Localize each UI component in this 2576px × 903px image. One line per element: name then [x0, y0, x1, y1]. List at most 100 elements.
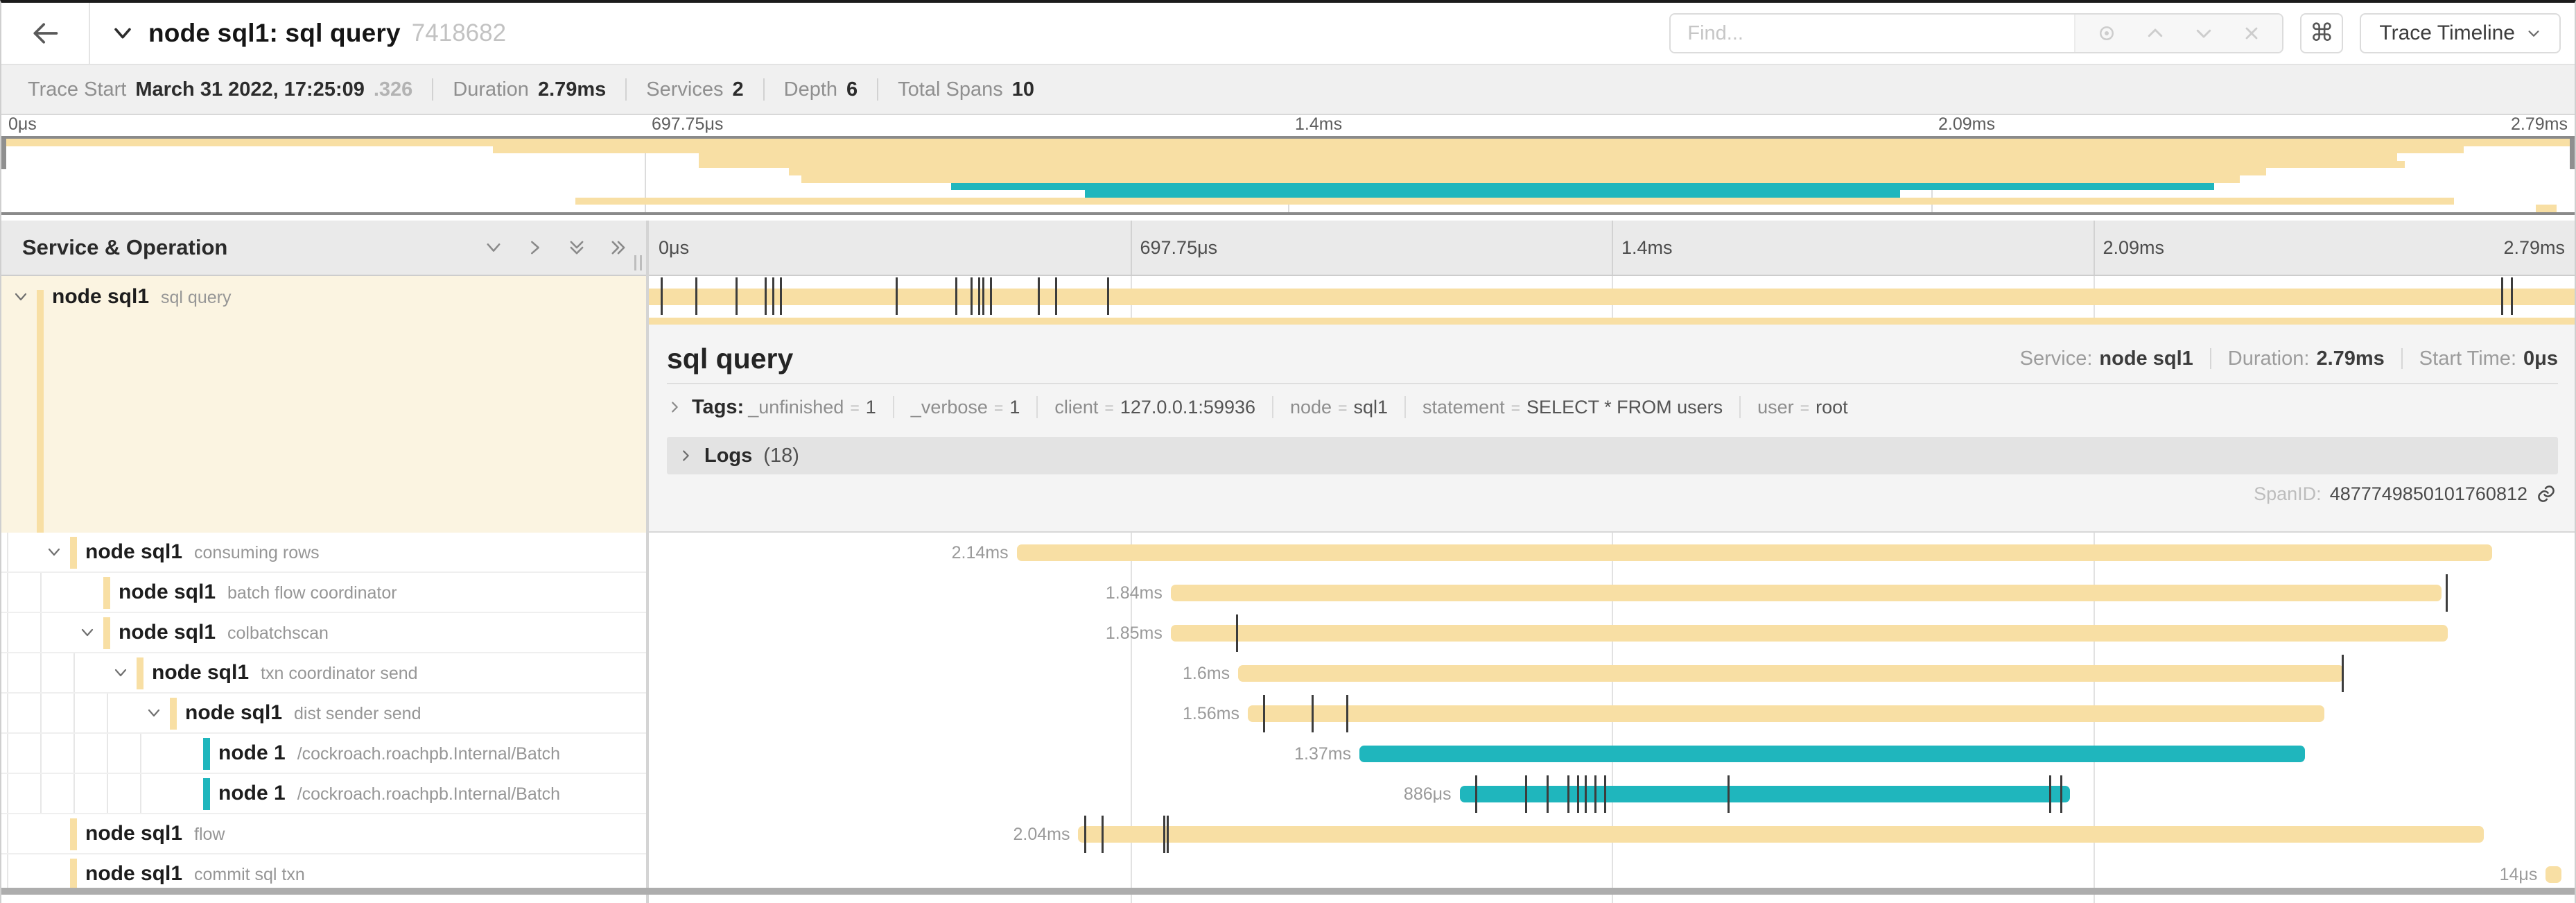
span-bar[interactable]: [1459, 786, 2071, 802]
bottom-scroll-band[interactable]: [1, 888, 2575, 895]
span-bar[interactable]: [1170, 585, 2442, 601]
tree-row-chevron-icon[interactable]: [112, 664, 129, 681]
span-bar[interactable]: [1078, 826, 2484, 843]
log-tick: [1236, 614, 1239, 652]
minimap-row: [1, 205, 2575, 212]
trace-view-selector-button[interactable]: Trace Timeline: [2360, 13, 2561, 53]
minimap-span-bar: [1084, 190, 1901, 198]
logs-count: (18): [763, 444, 799, 467]
timeline-row-0[interactable]: [649, 276, 2575, 318]
viewport-left-handle[interactable]: [1, 139, 6, 169]
log-tick: [895, 277, 898, 315]
match-scope-icon[interactable]: [2096, 23, 2117, 44]
minimap-canvas[interactable]: [1, 136, 2575, 215]
tag[interactable]: _verbose = 1: [911, 397, 1020, 418]
span-tags-row[interactable]: Tags: _unfinished = 1 _verbose = 1 client = 127.…: [667, 384, 2558, 430]
find-input[interactable]: [1671, 15, 2075, 52]
tag[interactable]: statement = SELECT * FROM users: [1422, 397, 1723, 418]
minimap-span-bar: [492, 146, 2464, 154]
tag[interactable]: user = root: [1757, 397, 1848, 418]
tree-row-8[interactable]: node sql1 flow: [1, 814, 646, 854]
tag[interactable]: client = 127.0.0.1:59936: [1054, 397, 1255, 418]
tree-row-1[interactable]: node sql1 consuming rows: [1, 533, 646, 573]
back-button[interactable]: [1, 3, 90, 64]
span-bar[interactable]: [649, 289, 2575, 305]
timeline-row-7[interactable]: 886μs: [649, 774, 2575, 814]
log-tick: [2501, 277, 2504, 315]
timeline-row-9[interactable]: 14μs: [649, 854, 2575, 895]
span-logs-row[interactable]: Logs (18): [667, 437, 2558, 474]
timeline-row-8[interactable]: 2.04ms: [649, 814, 2575, 854]
tree-row-text: node sql1 batch flow coordinator: [119, 580, 397, 604]
expand-one-icon[interactable]: [525, 238, 545, 257]
tree-row-text: node sql1 txn coordinator send: [152, 661, 418, 685]
log-tick: [695, 277, 697, 315]
tree-row-chevron-icon[interactable]: [146, 705, 162, 721]
log-tick: [2511, 277, 2514, 315]
logs-expand-chevron-icon: [683, 450, 689, 461]
tree-row-5[interactable]: node sql1 dist sender send: [1, 694, 646, 734]
keyboard-shortcuts-button[interactable]: ⌘: [2300, 13, 2344, 53]
span-bar[interactable]: [1238, 665, 2344, 682]
tree-row-7[interactable]: node 1/cockroach.roachpb.Internal/Batch: [1, 774, 646, 814]
tree-row-2[interactable]: node sql1 batch flow coordinator: [1, 573, 646, 613]
timeline-row-4[interactable]: 1.6ms: [649, 653, 2575, 694]
span-duration-label: 886μs: [1403, 784, 1452, 804]
tree-indent-guide: [140, 774, 141, 813]
log-tick: [2445, 574, 2448, 612]
tree-row-3[interactable]: node sql1 colbatchscan: [1, 613, 646, 653]
tree-row-6[interactable]: node 1/cockroach.roachpb.Internal/Batch: [1, 734, 646, 774]
tree-row-text: node sql1 sql query: [52, 285, 231, 309]
log-tick: [970, 277, 973, 315]
tag[interactable]: _unfinished = 1: [748, 397, 876, 418]
span-bar[interactable]: [1016, 544, 2492, 561]
timeline-axis-label: 697.75μs: [1140, 237, 1218, 258]
span-duration-label: 14μs: [2499, 865, 2538, 884]
tree-row-chevron-icon[interactable]: [46, 544, 62, 560]
collapse-one-icon[interactable]: [484, 238, 503, 257]
log-tick: [1101, 816, 1104, 853]
tag-key: _verbose: [910, 396, 988, 418]
minimap-span-bar: [950, 182, 2215, 191]
prev-match-icon[interactable]: [2145, 23, 2166, 44]
next-match-icon[interactable]: [2193, 23, 2214, 44]
timeline-row-2[interactable]: 1.84ms: [649, 573, 2575, 613]
panel-resize-grip[interactable]: [634, 255, 642, 270]
timeline-row-5[interactable]: 1.56ms: [649, 694, 2575, 734]
tree-row-0[interactable]: node sql1 sql query: [1, 276, 646, 318]
span-bar[interactable]: [2545, 866, 2561, 883]
span-duration-label: 2.04ms: [1013, 825, 1070, 844]
tree-row-chevron-icon[interactable]: [79, 624, 96, 641]
span-detail-title-row: sql query Service: node sql1 Duration: 2.79…: [667, 334, 2558, 384]
minimap-span-bar: [575, 197, 2454, 205]
summary-item-value: 2: [732, 78, 744, 101]
span-bar[interactable]: [1247, 705, 2324, 722]
tree-row-operation: /cockroach.roachpb.Internal/Batch: [297, 744, 561, 764]
detail-meta-value: node sql1: [2099, 347, 2193, 370]
span-bar[interactable]: [1359, 746, 2306, 762]
collapse-all-icon[interactable]: [567, 238, 586, 257]
span-bar[interactable]: [1170, 625, 2448, 642]
tree-indent-guide: [40, 613, 42, 652]
summary-item-label: Total Spans: [898, 78, 1003, 101]
viewport-right-handle[interactable]: [2570, 139, 2575, 169]
minimap-axis-label: 1.4ms: [1295, 114, 1343, 134]
timeline-row-3[interactable]: 1.85ms: [649, 613, 2575, 653]
tree-indent-guide: [7, 694, 8, 732]
tag[interactable]: node = sql1: [1290, 397, 1388, 418]
tree-row-4[interactable]: node sql1 txn coordinator send: [1, 653, 646, 694]
summary-item: Duration 2.79ms: [453, 78, 606, 101]
tag-key: user: [1757, 396, 1794, 418]
timeline-row-1[interactable]: 2.14ms: [649, 533, 2575, 573]
log-tick: [1107, 277, 1110, 315]
collapse-trace-chevron-icon[interactable]: [111, 22, 134, 45]
tag-value: 1: [1009, 396, 1020, 418]
tree-row-chevron-icon[interactable]: [12, 289, 29, 305]
tree-indent-guide: [40, 774, 42, 813]
detail-meta-separator: [2209, 348, 2211, 369]
expand-all-icon[interactable]: [609, 238, 628, 257]
deep-link-icon[interactable]: [2536, 483, 2557, 504]
timeline-row-6[interactable]: 1.37ms: [649, 734, 2575, 774]
clear-find-icon[interactable]: [2242, 24, 2261, 43]
log-tick: [736, 277, 738, 315]
